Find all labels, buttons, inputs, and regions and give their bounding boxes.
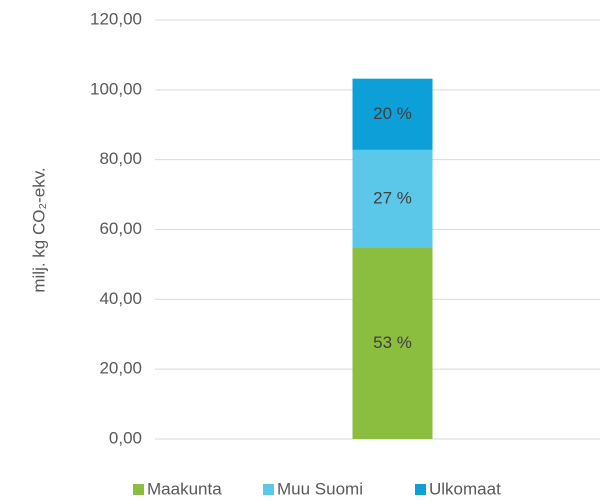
y-tick-label: 120,00 bbox=[90, 9, 142, 28]
legend-label: Ulkomaat bbox=[429, 479, 501, 498]
bar-segment bbox=[352, 78, 433, 150]
legend-label: Muu Suomi bbox=[277, 479, 363, 498]
y-tick-label: 40,00 bbox=[99, 289, 142, 308]
legend-swatch bbox=[415, 484, 426, 495]
data-label: 27 % bbox=[373, 188, 412, 207]
y-tick-label: 100,00 bbox=[90, 79, 142, 98]
y-tick-label: 60,00 bbox=[99, 219, 142, 238]
legend-label: Maakunta bbox=[147, 479, 222, 498]
y-tick-label: 80,00 bbox=[99, 149, 142, 168]
y-tick-label: 20,00 bbox=[99, 359, 142, 378]
y-axis-label: milj. kg CO₂-ekv. bbox=[29, 167, 48, 292]
data-label: 20 % bbox=[373, 104, 412, 123]
bar-segment bbox=[352, 248, 433, 439]
data-label: 53 % bbox=[373, 333, 412, 352]
y-tick-label: 0,00 bbox=[109, 428, 142, 447]
legend-swatch bbox=[133, 484, 144, 495]
legend-swatch bbox=[263, 484, 274, 495]
bar-segment bbox=[352, 149, 433, 249]
